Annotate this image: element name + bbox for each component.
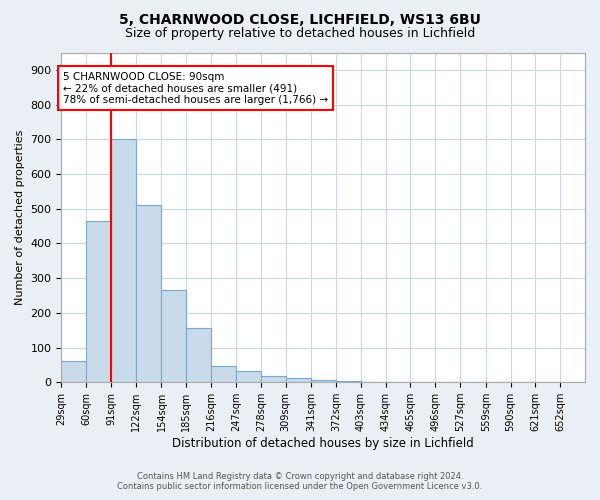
- Bar: [261, 376, 286, 382]
- Bar: [61, 362, 86, 382]
- Bar: [111, 140, 136, 382]
- Bar: [186, 328, 211, 382]
- Text: Size of property relative to detached houses in Lichfield: Size of property relative to detached ho…: [125, 28, 475, 40]
- Bar: [311, 380, 336, 382]
- Bar: [211, 366, 236, 382]
- Text: 5 CHARNWOOD CLOSE: 90sqm
← 22% of detached houses are smaller (491)
78% of semi-: 5 CHARNWOOD CLOSE: 90sqm ← 22% of detach…: [63, 72, 328, 105]
- Bar: [236, 371, 261, 382]
- Bar: [161, 290, 186, 382]
- Bar: [86, 221, 111, 382]
- Bar: [136, 205, 161, 382]
- Text: Contains HM Land Registry data © Crown copyright and database right 2024.
Contai: Contains HM Land Registry data © Crown c…: [118, 472, 482, 491]
- Text: 5, CHARNWOOD CLOSE, LICHFIELD, WS13 6BU: 5, CHARNWOOD CLOSE, LICHFIELD, WS13 6BU: [119, 12, 481, 26]
- X-axis label: Distribution of detached houses by size in Lichfield: Distribution of detached houses by size …: [172, 437, 474, 450]
- Bar: [286, 378, 311, 382]
- Y-axis label: Number of detached properties: Number of detached properties: [15, 130, 25, 305]
- Bar: [336, 381, 361, 382]
